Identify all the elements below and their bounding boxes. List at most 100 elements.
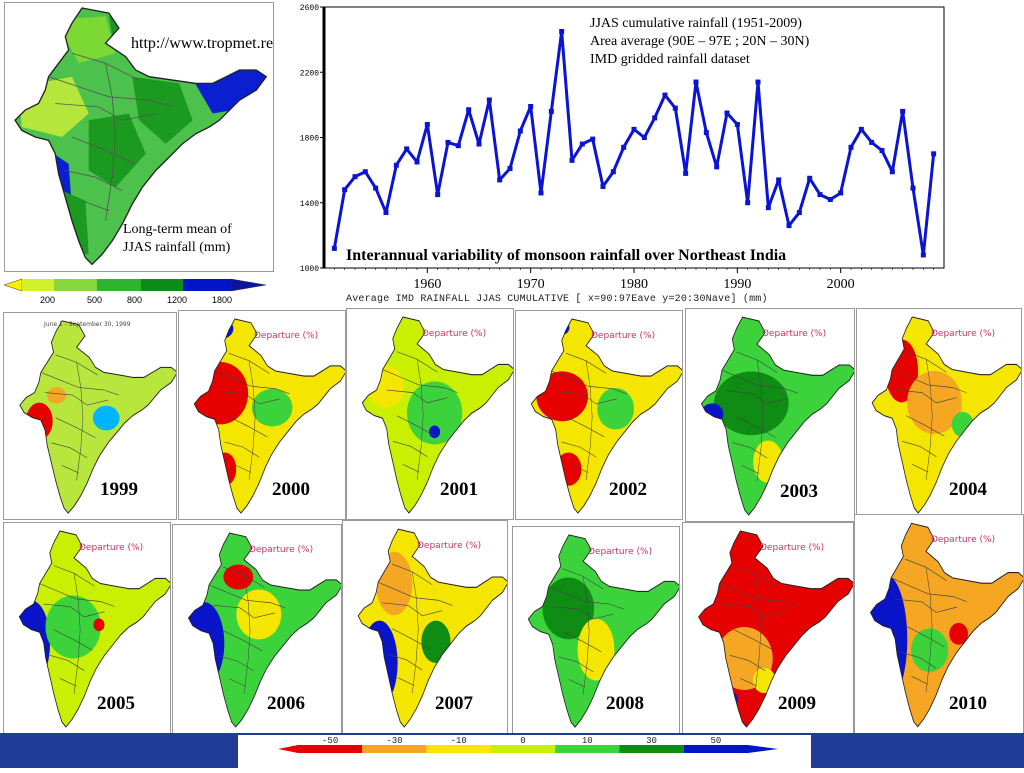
data-point-1975: [579, 141, 585, 147]
india-outline: [357, 528, 507, 728]
data-point-1999: [827, 196, 833, 202]
departure-label: Departure (%): [591, 331, 656, 341]
map-graphic-1999: [19, 320, 176, 514]
map-patch: [406, 381, 463, 445]
legend-swatch-6: [683, 745, 748, 753]
data-point-1958: [404, 146, 410, 152]
chart-footer: Average IMD RAINFALL JJAS CUMULATIVE [ x…: [346, 294, 768, 305]
year-label-1999: 1999: [100, 479, 138, 500]
data-point-1983: [662, 92, 668, 98]
india-outline: [18, 530, 170, 728]
mean-tick-1800: 1800: [212, 295, 233, 305]
mean-label-line1: Long-term mean of: [123, 222, 232, 237]
legend-tick--30: -30: [386, 736, 402, 746]
year-label-2002: 2002: [609, 479, 647, 500]
map-patch: [421, 620, 451, 664]
map-graphic-2008: [527, 534, 679, 728]
india-outline: [530, 318, 682, 514]
data-point-1978: [610, 169, 616, 175]
data-point-1973: [559, 28, 565, 34]
state-borders: [214, 352, 290, 481]
plot-area: [323, 6, 945, 269]
departure-label: Departure (%): [254, 331, 319, 341]
data-point-1990: [734, 121, 740, 127]
departure-label: Departure (%): [422, 329, 487, 339]
x-tick-label-1990: 1990: [723, 277, 751, 292]
data-point-2002: [858, 126, 864, 132]
state-borders: [548, 568, 624, 695]
mean-map-graphic: [5, 3, 273, 271]
legend-swatch-4: [555, 745, 620, 753]
data-point-1963: [455, 143, 461, 149]
data-point-1989: [724, 110, 730, 116]
data-point-1984: [672, 105, 678, 111]
map-graphic-2005: [18, 530, 170, 728]
data-point-1986: [693, 79, 699, 85]
x-tick-label-1960: 1960: [413, 277, 441, 292]
chart-annotation-line1: JJAS cumulative rainfall (1951-2009): [590, 16, 802, 31]
state-borders: [721, 351, 799, 482]
legend-swatch-2: [426, 745, 491, 753]
data-point-2008: [920, 252, 926, 258]
year-label-2004: 2004: [949, 479, 987, 500]
data-point-1977: [600, 183, 606, 189]
departure-map-2000: Departure (%) 2000: [178, 310, 346, 520]
departure-label: Departure (%): [417, 541, 482, 551]
map-graphic-2003: [700, 316, 854, 516]
legend-swatch-3: [490, 745, 556, 753]
data-point-1995: [786, 223, 792, 229]
departure-map-2008: Departure (%) 2008: [512, 526, 680, 734]
data-point-1970: [528, 104, 534, 110]
map-graphic-2000: [193, 318, 345, 514]
data-point-1954: [362, 169, 368, 175]
data-point-1952: [342, 187, 348, 193]
departure-label: Departure (%): [760, 543, 825, 553]
data-point-1951: [331, 245, 337, 251]
india-outline: [698, 530, 853, 728]
data-point-1965: [476, 141, 482, 147]
year-label-2008: 2008: [606, 693, 644, 714]
rainfall-chart-svg: 1000 1400 1800 2200 2600 1960 1970 1980 1990 2000: [300, 4, 945, 292]
map-patch: [429, 425, 441, 439]
legend-tick--50: -50: [322, 736, 338, 746]
map-patch: [714, 371, 789, 436]
legend-swatch-5: [619, 745, 684, 753]
legend-arrow-right: [748, 745, 778, 753]
departure-label: Departure (%): [931, 535, 996, 545]
chart-annotation-line3: IMD gridded rainfall dataset: [590, 52, 750, 67]
data-point-1964: [466, 107, 472, 113]
data-point-1997: [807, 175, 813, 181]
map-graphic-2004: [871, 316, 1021, 514]
source-url[interactable]: http://www.tropmet.res.in: [131, 35, 274, 52]
data-point-1998: [817, 192, 823, 198]
panel-1999-header: June 1 - September 30, 1999: [44, 321, 131, 328]
data-point-1981: [641, 135, 647, 140]
data-point-1956: [383, 210, 389, 216]
map-patch: [367, 365, 405, 408]
data-point-2005: [889, 169, 895, 175]
departure-map-2009: Departure (%) 2009: [682, 522, 854, 734]
data-point-1966: [486, 97, 492, 103]
legend-tick-0: 0: [520, 736, 525, 746]
state-borders: [892, 351, 967, 480]
data-point-2001: [848, 144, 854, 150]
y-tick-label-1400: 1400: [300, 200, 319, 209]
data-point-1974: [569, 157, 575, 163]
data-point-1985: [683, 170, 689, 176]
map-patch: [547, 319, 570, 336]
data-point-2003: [869, 139, 875, 145]
map-patch: [45, 595, 101, 659]
map-graphic-2006: [187, 532, 341, 728]
mean-color-bar: 200 500 800 1200 1800: [2, 278, 270, 308]
data-point-2007: [910, 185, 916, 191]
map-graphic-2009: [698, 530, 853, 728]
mean-rainfall-map: http://www.tropmet.res.in Long-term mean…: [4, 2, 274, 272]
state-borders: [551, 352, 627, 481]
map-patch: [577, 618, 615, 681]
mean-label-line2: JJAS rainfall (mm): [123, 240, 231, 255]
legend-swatch-1: [362, 745, 427, 753]
x-tick-label-1980: 1980: [620, 277, 648, 292]
departure-map-2007: Departure (%) 2007: [342, 520, 508, 734]
map-patch: [870, 573, 908, 705]
departure-map-2005: Departure (%) 2005: [3, 522, 171, 734]
